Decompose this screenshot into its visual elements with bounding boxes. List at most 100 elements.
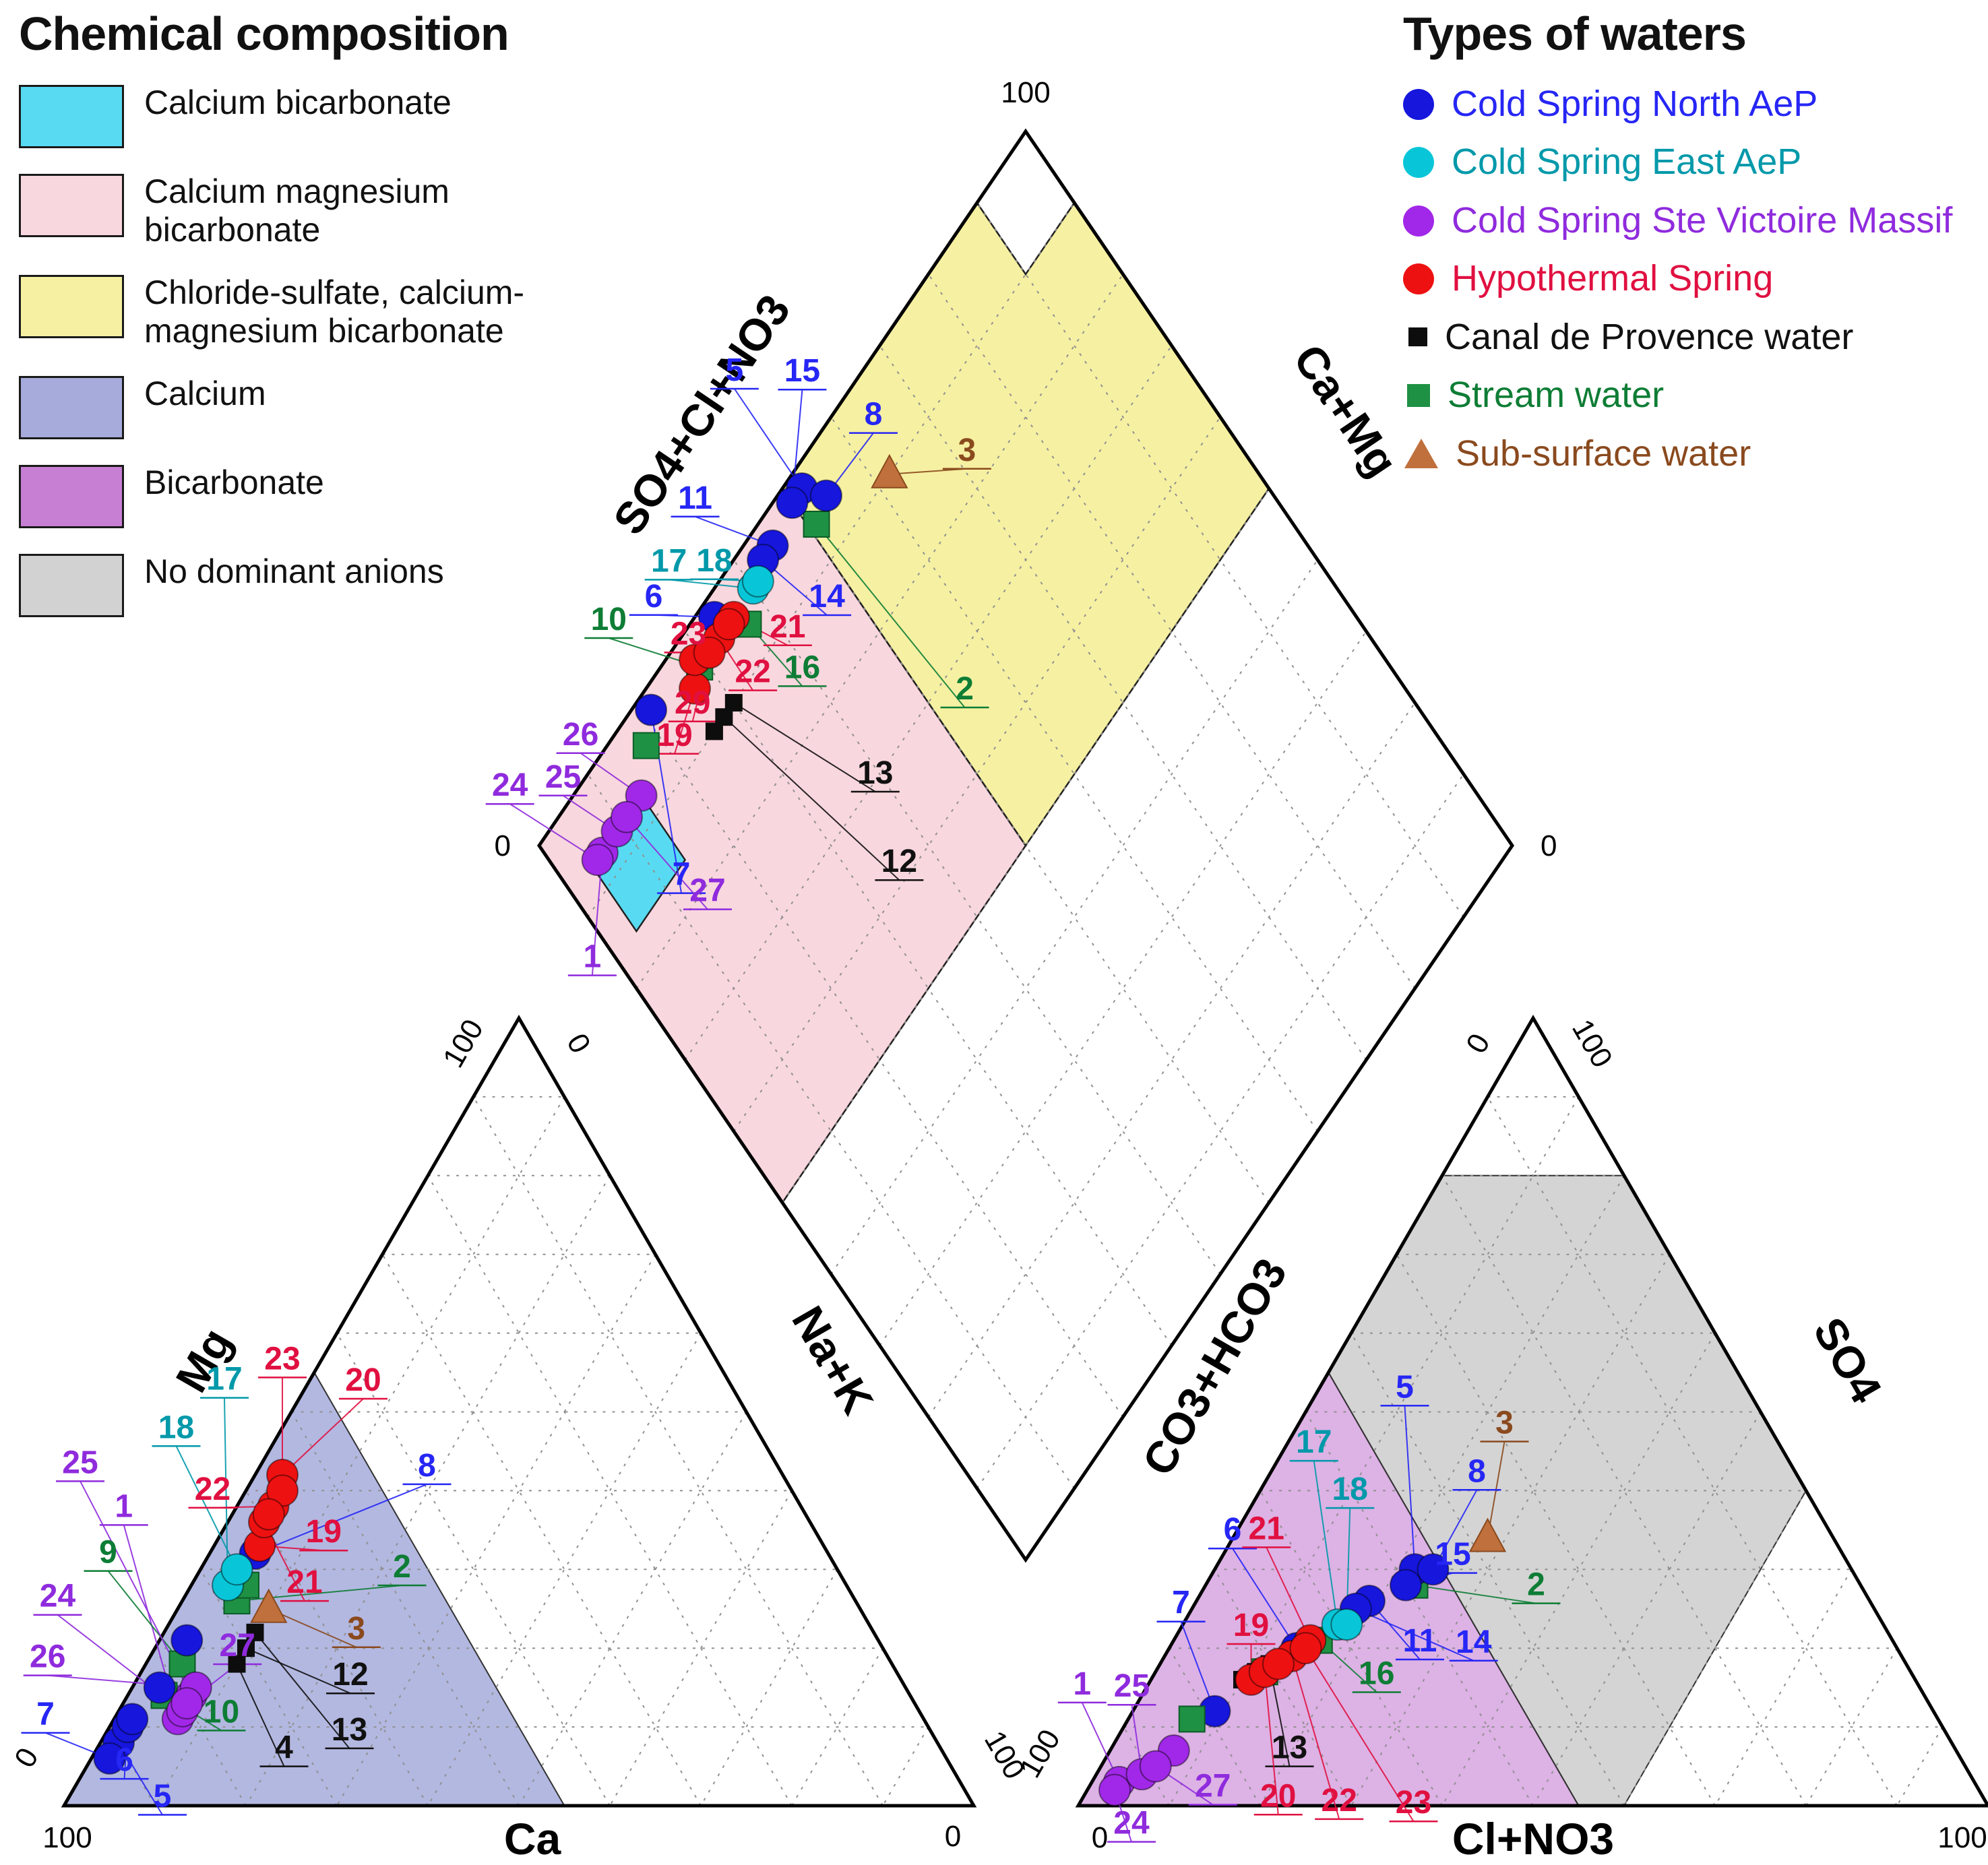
sample-label-diamond-10: 10 (591, 602, 627, 637)
tick-dia-left: 0 (495, 829, 511, 862)
tick-cat-apex-r: 0 (560, 1028, 597, 1059)
legend-item-stream: Stream water (1403, 375, 1983, 415)
calcium-label: Calcium (144, 375, 266, 412)
calcium-magnesium-bicarbonate-label: Calcium magnesium bicarbonate (144, 172, 449, 249)
sample-label-diamond-21: 21 (770, 609, 805, 645)
types-of-waters-legend: Types of waters Cold Spring North AeP Col… (1403, 7, 1983, 491)
leader-diamond-12 (723, 716, 900, 881)
sample-marker-cation-7 (93, 1742, 126, 1775)
stream-label: Stream water (1448, 375, 1665, 416)
legend-item-calcium-magnesium-bicarbonate: Calcium magnesium bicarbonate (19, 172, 585, 249)
sample-label-cation-17: 17 (206, 1362, 242, 1397)
types-of-waters-title: Types of waters (1403, 7, 1747, 60)
subsurface-marker-icon (1404, 438, 1438, 468)
leader-cation-3 (268, 1608, 357, 1648)
sample-label-anion-22: 22 (1322, 1783, 1357, 1819)
sample-marker-diamond-2 (803, 511, 830, 538)
leader-cation-12 (245, 1647, 351, 1695)
leader-anion-14 (1355, 1608, 1474, 1662)
tick-an-br: 100 (1937, 1821, 1987, 1854)
leader-anion-6 (1232, 1548, 1297, 1649)
sample-label-diamond-26: 26 (563, 717, 598, 753)
tick-cat-apex-l: 100 (437, 1014, 490, 1073)
sample-markers (93, 453, 1507, 1806)
leader-cation-20 (282, 1398, 364, 1476)
sample-label-anion-14: 14 (1456, 1624, 1492, 1660)
sample-marker-diamond-7 (635, 693, 668, 726)
sample-label-diamond-12: 12 (881, 844, 917, 879)
sample-marker-cation-3 (250, 1588, 288, 1623)
sample-label-diamond-11: 11 (678, 480, 712, 516)
chemical-composition-title: Chemical composition (19, 7, 509, 60)
axis-cl-no3: Cl+NO3 (1452, 1814, 1614, 1864)
leader-anion-20 (1264, 1672, 1279, 1815)
types-of-waters-items: Cold Spring North AeP Cold Spring East Ae… (1403, 84, 1983, 474)
no-dominant-anions-label: No dominant anions (144, 552, 444, 590)
legend-item-east: Cold Spring East AeP (1403, 141, 1983, 182)
sample-label-cation-22: 22 (195, 1472, 230, 1507)
legend-item-calcium: Calcium (19, 375, 585, 439)
leader-anion-21 (1266, 1547, 1311, 1641)
sample-label-cation-2: 2 (393, 1549, 411, 1585)
sample-label-cation-27: 27 (220, 1628, 255, 1664)
leader-anion-17 (1313, 1460, 1338, 1625)
sample-label-diamond-23: 23 (671, 616, 706, 652)
sample-label-diamond-24: 24 (492, 767, 528, 803)
axis-so4: SO4 (1804, 1309, 1892, 1412)
leader-diamond-27 (626, 816, 708, 910)
leader-anion-7 (1180, 1621, 1216, 1712)
hypothermal-label: Hypothermal Spring (1452, 258, 1774, 299)
sample-marker-anion-9 (1178, 1705, 1206, 1733)
sample-marker-cation-11 (143, 1671, 176, 1704)
sample-marker-cation-23 (266, 1474, 299, 1507)
sample-marker-diamond-15 (776, 486, 809, 519)
calcium-magnesium-bicarbonate-swatch (19, 174, 124, 237)
stream-marker-icon (1407, 384, 1430, 408)
axis-ca-mg: Ca+Mg (1284, 336, 1407, 485)
tick-an-apex-l: 0 (1460, 1028, 1497, 1059)
sample-label-anion-27: 27 (1195, 1769, 1231, 1804)
sample-label-diamond-29: 29 (675, 685, 710, 721)
legend-item-north: Cold Spring North AeP (1403, 84, 1983, 124)
sample-label-anion-3: 3 (1495, 1405, 1514, 1441)
sample-label-cation-3: 3 (347, 1611, 365, 1647)
diamond-border (536, 128, 1515, 1563)
sample-label-cation-7: 7 (36, 1697, 55, 1732)
axis-na-k: Na+K (782, 1298, 883, 1422)
legend-item-bicarbonate: Bicarbonate (19, 464, 585, 528)
sample-marker-diamond-9 (632, 732, 660, 759)
leader-diamond-3 (889, 468, 967, 475)
calcium-bicarbonate-swatch (19, 85, 124, 148)
sample-label-anion-24: 24 (1113, 1806, 1150, 1841)
sample-marker-diamond-24 (581, 844, 614, 877)
leader-anion-2 (1415, 1584, 1536, 1604)
sample-label-diamond-8: 8 (865, 397, 883, 433)
leader-cation-8 (255, 1483, 427, 1554)
sample-marker-anion-24 (1098, 1773, 1131, 1806)
leader-anion-23 (1305, 1647, 1415, 1822)
leader-diamond-2 (815, 524, 966, 708)
hypothermal-marker-icon (1403, 263, 1434, 295)
sample-label-diamond-13: 13 (857, 755, 893, 791)
anion-triangle-border (1075, 1015, 1988, 1808)
legend-item-ste_victoire: Cold Spring Ste Victoire Massif (1403, 200, 1983, 241)
sample-marker-cation-14 (170, 1624, 204, 1657)
sample-label-diamond-27: 27 (689, 873, 725, 909)
sample-label-cation-26: 26 (30, 1639, 65, 1675)
sample-label-anion-6: 6 (1224, 1512, 1242, 1548)
legend-item-hypothermal: Hypothermal Spring (1403, 258, 1983, 298)
sample-marker-diamond-3 (871, 453, 908, 488)
sample-label-cation-10: 10 (204, 1694, 239, 1730)
cation-triangle-border (61, 1015, 977, 1808)
sample-label-anion-5: 5 (1396, 1369, 1414, 1405)
sample-marker-cation-18 (220, 1553, 253, 1586)
chloride-sulfate-calcium-magnesium-bicarbonate-swatch (19, 275, 124, 338)
leader-cation-9 (107, 1570, 183, 1665)
sample-label-diamond-25: 25 (545, 759, 581, 795)
sample-label-diamond-3: 3 (958, 433, 976, 468)
canal-marker-icon (1408, 327, 1427, 346)
chloride-sulfate-calcium-magnesium-bicarbonate-label: Chloride-sulfate, calcium-magnesium bica… (144, 274, 525, 350)
